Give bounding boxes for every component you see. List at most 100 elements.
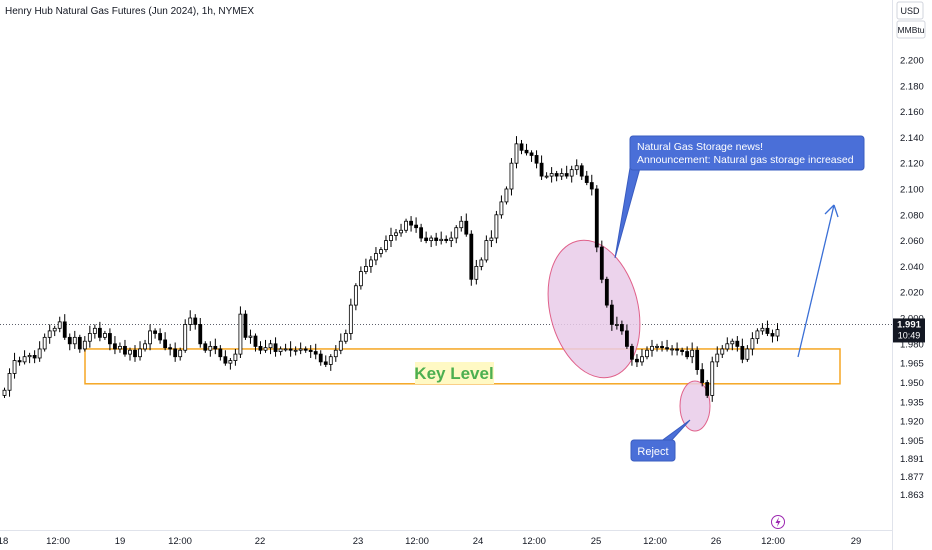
candle-up xyxy=(429,237,434,242)
candle-up xyxy=(268,343,273,349)
candle-up xyxy=(725,343,730,350)
current-price-value: 1.991 xyxy=(897,319,921,330)
candle-down xyxy=(705,382,710,396)
candle-up xyxy=(394,232,398,236)
candle-up xyxy=(27,355,32,358)
price-tick-label: 2.180 xyxy=(900,81,924,92)
candle-down xyxy=(584,175,589,183)
candle-up xyxy=(208,345,213,351)
candle-down xyxy=(288,348,293,351)
candle-up xyxy=(489,237,494,242)
candle-up xyxy=(248,335,253,338)
candle-up xyxy=(353,285,358,306)
candle-up xyxy=(128,349,132,355)
price-tick-label: 1.920 xyxy=(900,417,924,428)
price-tick-label: 2.120 xyxy=(900,159,924,170)
time-tick-label: 24 xyxy=(473,536,484,547)
candle-down xyxy=(625,330,629,347)
price-tick-label: 1.877 xyxy=(900,472,924,483)
candle-up xyxy=(459,220,464,229)
price-tick-label: 2.080 xyxy=(900,210,924,221)
candle-down xyxy=(158,333,163,341)
candle-down xyxy=(308,349,313,352)
price-tick-label: 1.891 xyxy=(900,454,924,465)
candle-up xyxy=(690,349,695,358)
candle-up xyxy=(138,348,142,358)
time-tick-label: 23 xyxy=(353,536,364,547)
candle-down xyxy=(97,327,102,338)
candle-up xyxy=(293,349,298,352)
storage-callout-line2: Announcement: Natural gas storage increa… xyxy=(637,154,854,166)
candle-up xyxy=(750,338,755,350)
candle-up xyxy=(338,340,343,351)
candle-up xyxy=(369,259,373,267)
candle-down xyxy=(258,345,263,351)
candle-down xyxy=(77,336,82,350)
price-tick-label: 2.160 xyxy=(900,107,924,118)
candle-down xyxy=(635,358,639,363)
candle-down xyxy=(168,347,173,350)
price-tick-label: 2.140 xyxy=(900,133,924,144)
candle-up xyxy=(449,237,454,242)
candle-down xyxy=(619,324,624,332)
candle-up xyxy=(328,356,333,365)
price-tick-label: 2.040 xyxy=(900,262,924,273)
candle-up xyxy=(238,313,243,355)
candle-up xyxy=(645,349,649,358)
candle-down xyxy=(700,369,705,383)
unit-button[interactable] xyxy=(896,20,926,39)
candle-up xyxy=(509,162,514,190)
candle-down xyxy=(599,246,604,280)
candle-up xyxy=(233,353,238,361)
candle-down xyxy=(444,238,449,241)
candle-up xyxy=(348,304,353,334)
storage-callout-box xyxy=(629,135,865,171)
candle-down xyxy=(765,327,770,334)
candle-up xyxy=(745,348,750,360)
candle-down xyxy=(213,345,218,350)
candle-up xyxy=(22,356,27,363)
time-tick-label: 12:00 xyxy=(405,536,429,547)
candle-up xyxy=(559,173,564,177)
candle-up xyxy=(263,347,268,351)
candle-down xyxy=(534,155,539,164)
candle-up xyxy=(52,327,57,332)
candle-up xyxy=(92,327,97,334)
time-tick-label: 12:00 xyxy=(522,536,546,547)
candle-up xyxy=(2,389,7,396)
price-tick-label: 1.965 xyxy=(900,359,924,370)
candle-down xyxy=(193,317,198,325)
price-tick-label: 1.863 xyxy=(900,490,924,501)
candle-up xyxy=(494,214,499,239)
time-tick-label: 22 xyxy=(255,536,266,547)
candle-down xyxy=(519,143,524,151)
candle-up xyxy=(479,259,484,267)
currency-button[interactable] xyxy=(896,1,924,20)
candle-up xyxy=(384,240,388,251)
candle-down xyxy=(630,345,634,360)
storage-callout-line1: Natural Gas Storage news! xyxy=(637,141,763,153)
candle-down xyxy=(218,348,223,358)
candle-up xyxy=(102,333,107,338)
candle-up xyxy=(454,227,459,239)
candle-up xyxy=(389,235,393,242)
candle-down xyxy=(17,360,22,363)
candle-up xyxy=(484,240,489,261)
candle-down xyxy=(469,233,474,280)
candle-up xyxy=(42,336,47,350)
candle-down xyxy=(253,335,258,347)
candle-up xyxy=(670,348,674,351)
price-axis: 2.200 2.180 2.160 2.140 2.120 2.100 2.080 2.060… xyxy=(900,56,924,502)
candle-down xyxy=(32,355,37,359)
candle-down xyxy=(464,220,469,235)
current-price-badge xyxy=(893,318,925,343)
candle-down xyxy=(303,348,308,351)
price-tick-label: 2.200 xyxy=(900,56,924,67)
price-tick-label: 1.935 xyxy=(900,397,924,408)
candle-up xyxy=(283,348,288,351)
candle-up xyxy=(499,201,504,216)
candle-up xyxy=(358,271,363,287)
time-tick-label: 19 xyxy=(115,536,126,547)
